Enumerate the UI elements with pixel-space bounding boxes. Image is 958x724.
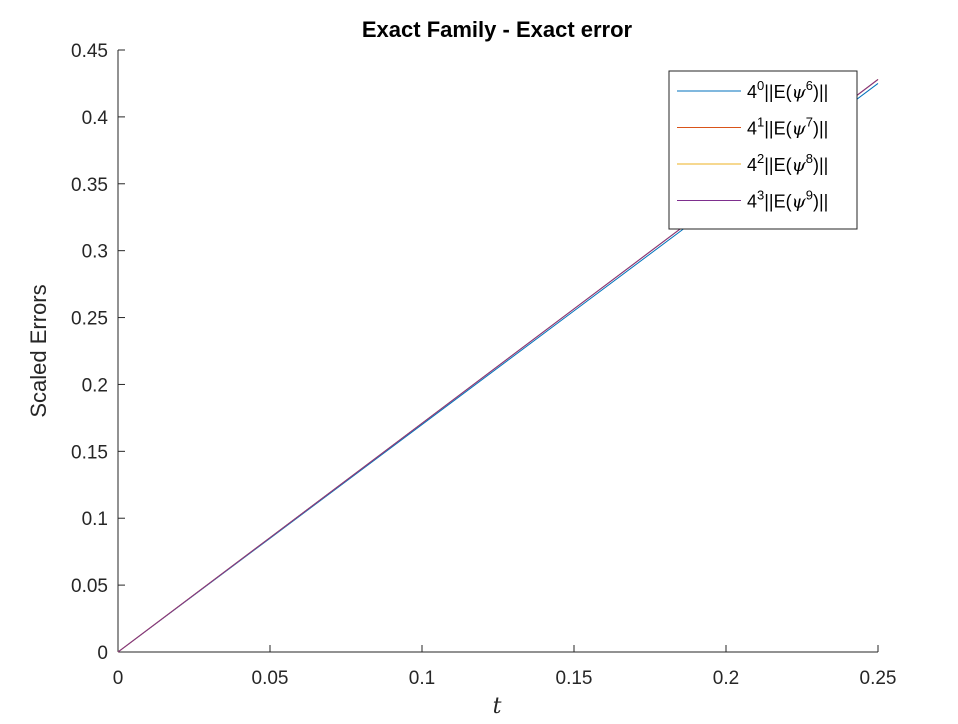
y-tick-label: 0.4 <box>82 108 109 129</box>
y-tick-label: 0.25 <box>71 309 108 330</box>
legend-entry: 42||E(ψ8)|| <box>747 151 828 176</box>
y-tick-label: 0.05 <box>71 576 108 597</box>
y-tick-label: 0.2 <box>82 375 108 396</box>
chart-title: Exact Family - Exact error <box>362 17 633 42</box>
x-tick-label: 0.15 <box>556 668 593 689</box>
x-tick-label: 0.1 <box>409 668 435 689</box>
y-tick-label: 0.3 <box>82 242 108 263</box>
y-tick-label: 0.15 <box>71 442 108 463</box>
x-tick-label: 0.2 <box>713 668 739 689</box>
legend-box <box>668 70 858 230</box>
x-tick-label: 0 <box>113 668 124 689</box>
legend: 40||E(ψ6)|| 41||E(ψ7)|| 42||E(ψ8)|| 43||E(ψ… <box>668 70 858 230</box>
y-tick-label: 0 <box>97 643 108 664</box>
legend-entry: 40||E(ψ6)|| <box>747 78 828 103</box>
legend-entry: 43||E(ψ9)|| <box>747 188 828 213</box>
y-tick-label: 0.35 <box>71 175 108 196</box>
y-axis-label: Scaled Errors <box>26 284 51 417</box>
x-tick-label: 0.05 <box>252 668 289 689</box>
y-tick-label: 0.1 <box>82 509 108 530</box>
x-tick-label: 0.25 <box>860 668 897 689</box>
x-axis-label: t <box>493 694 502 719</box>
legend-entry: 41||E(ψ7)|| <box>747 115 828 140</box>
y-tick-label: 0.45 <box>71 41 108 62</box>
